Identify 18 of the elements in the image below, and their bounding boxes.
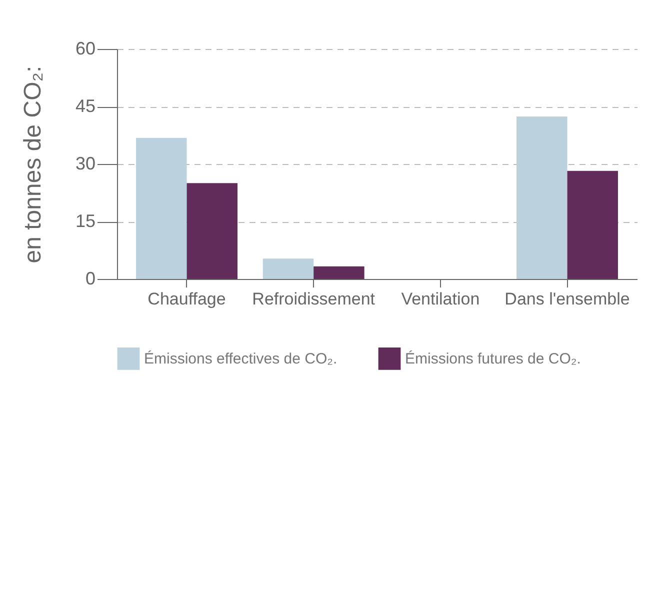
legend-label: Émissions futures de CO₂. [405,350,581,368]
bar [516,116,568,279]
y-tick-label: 15 [75,211,96,231]
x-tick-label: Chauffage [148,290,226,308]
x-tick-label: Dans l'ensemble [504,290,630,308]
bar [136,138,187,279]
bar [186,183,238,279]
y-tick-label: 45 [75,96,96,116]
y-tick-label: 0 [85,268,96,288]
legend-label: Émissions effectives de CO₂. [144,350,338,368]
bar [314,266,364,279]
x-tick-label: Ventilation [401,290,480,308]
bar [567,170,618,279]
x-tick-label: Refroidissement [252,290,376,308]
y-tick-label: 60 [75,38,96,58]
y-axis-title: en tonnes de CO₂: [19,66,46,264]
bar [262,258,314,279]
y-tick-label: 30 [75,154,96,174]
